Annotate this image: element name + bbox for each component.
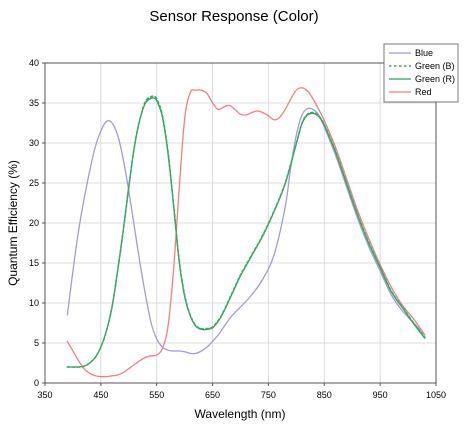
legend-label: Red: [415, 87, 432, 97]
y-tick-label: 5: [34, 338, 39, 348]
legend-label: Blue: [415, 48, 433, 58]
x-tick-label: 350: [37, 390, 52, 400]
y-axis-label: Quantum Efficiency (%): [6, 160, 20, 286]
x-axis-ticks: 350 450 550 650 750 850 950 1050: [37, 383, 446, 400]
y-tick-label: 35: [29, 98, 39, 108]
x-tick-label: 1050: [426, 390, 446, 400]
y-tick-label: 30: [29, 138, 39, 148]
y-axis-ticks: 0 5 10 15 20 25 30 35 40: [29, 58, 45, 388]
series-line-green-b: [66, 95, 426, 368]
series-line-blue: [66, 107, 426, 355]
legend: Blue Green (B) Green (R) Red: [383, 43, 459, 103]
x-tick-label: 950: [373, 390, 388, 400]
series-line-green-r: [66, 97, 426, 368]
y-tick-label: 25: [29, 178, 39, 188]
y-tick-label: 20: [29, 218, 39, 228]
series-group: [66, 87, 426, 378]
x-tick-label: 850: [317, 390, 332, 400]
x-axis-label: Wavelength (nm): [195, 407, 286, 421]
legend-label: Green (R): [415, 74, 455, 84]
y-tick-label: 40: [29, 58, 39, 68]
series-line-red: [66, 87, 426, 378]
y-tick-label: 0: [34, 378, 39, 388]
y-tick-label: 10: [29, 298, 39, 308]
x-tick-label: 450: [93, 390, 108, 400]
chart-title: Sensor Response (Color): [149, 8, 318, 25]
y-tick-label: 15: [29, 258, 39, 268]
x-tick-label: 750: [261, 390, 276, 400]
grid: [45, 63, 436, 383]
x-tick-label: 650: [205, 390, 220, 400]
x-tick-label: 550: [149, 390, 164, 400]
legend-label: Green (B): [415, 61, 455, 71]
